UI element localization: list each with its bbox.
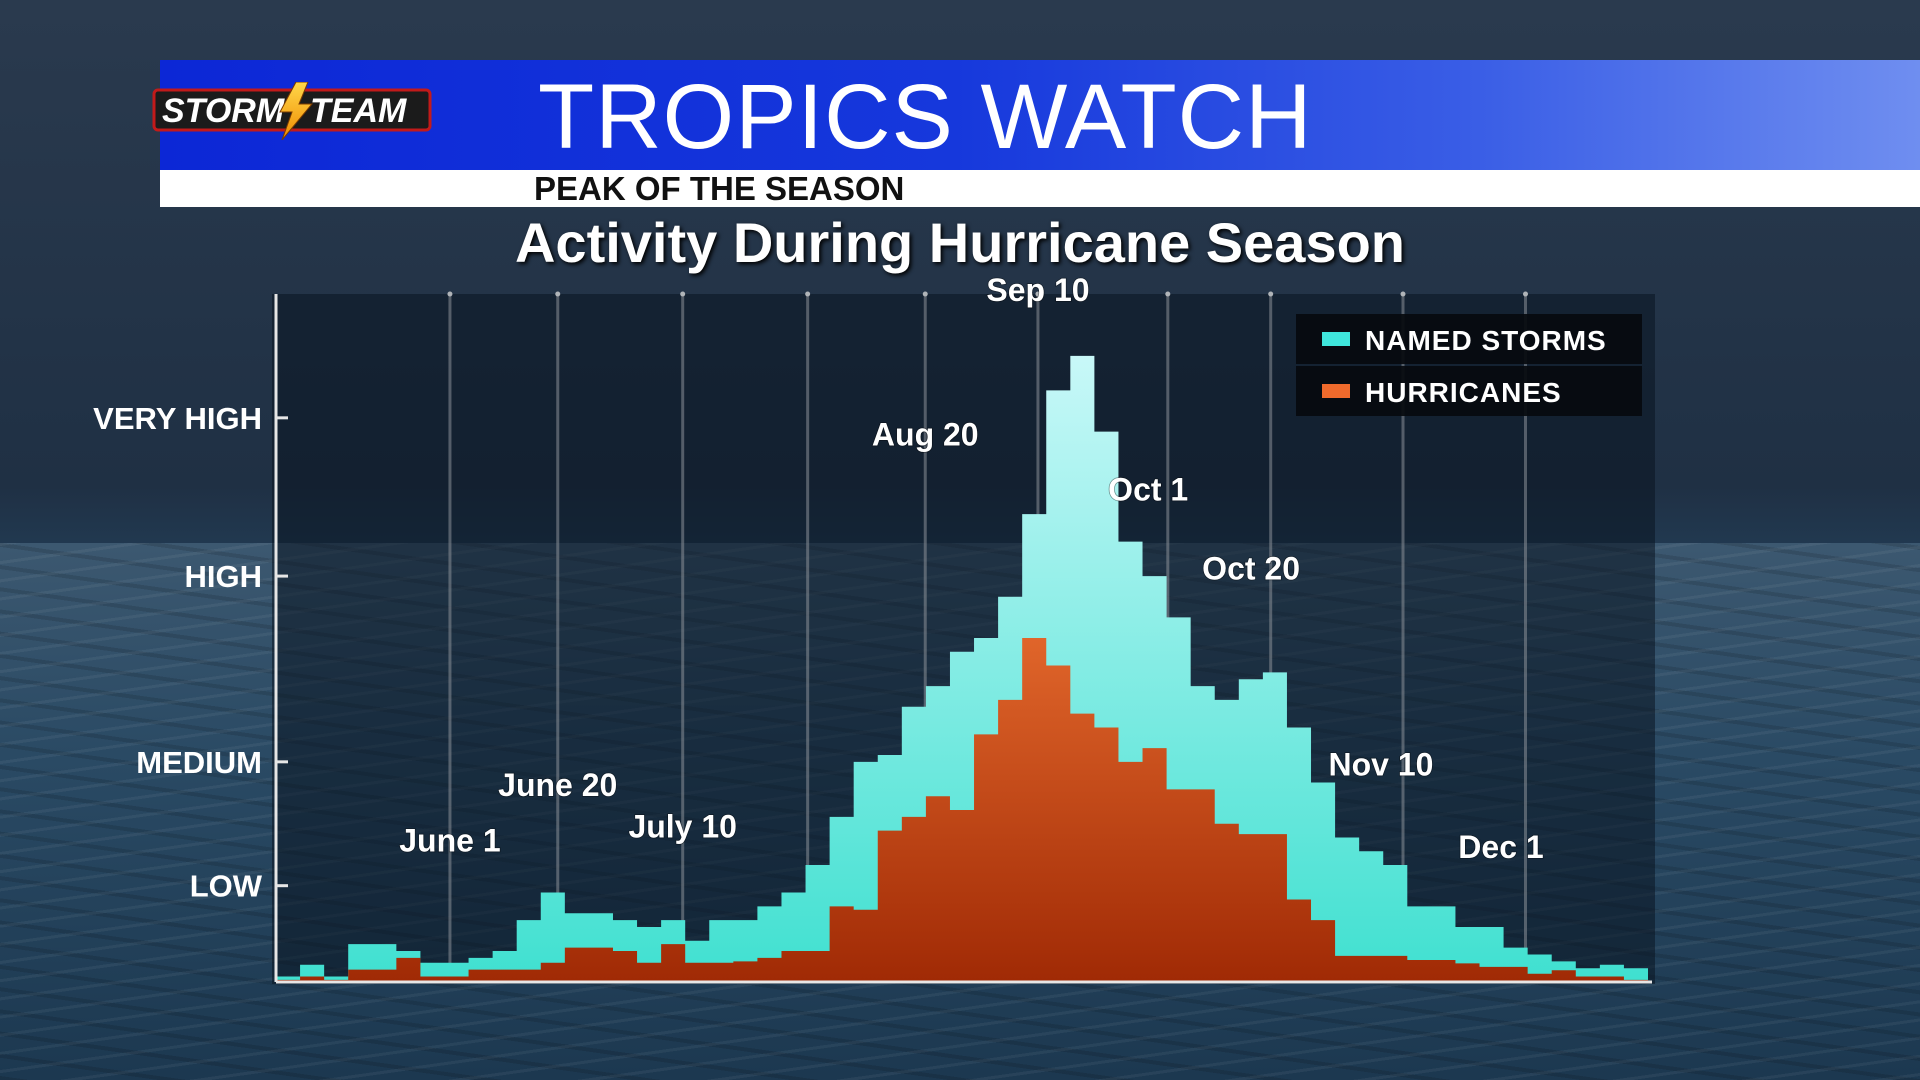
grid-line-cap — [922, 291, 928, 297]
svg-text:TEAM: TEAM — [310, 92, 407, 130]
grid-line-cap — [680, 291, 686, 297]
storm-team-logo: STORM TEAM — [152, 82, 432, 140]
legend-entry — [1296, 366, 1642, 416]
date-label: Dec 1 — [1458, 829, 1543, 865]
legend-swatch — [1322, 384, 1350, 398]
date-label: June 1 — [399, 822, 500, 858]
date-label: Sep 10 — [986, 272, 1089, 308]
page-subtitle: PEAK OF THE SEASON — [534, 170, 905, 207]
subtitle-bar — [160, 170, 1920, 207]
legend-label: NAMED STORMS — [1365, 325, 1607, 356]
date-label: Aug 20 — [872, 416, 979, 452]
page-title: TROPICS WATCH — [538, 66, 1313, 168]
y-tick-label: VERY HIGH — [93, 401, 262, 436]
grid-line-cap — [805, 291, 811, 297]
date-label: June 20 — [498, 767, 617, 803]
hurricanes-area — [276, 638, 1648, 982]
named-storms-area — [276, 355, 1648, 982]
grid-line-cap — [1400, 291, 1406, 297]
legend-label: HURRICANES — [1365, 377, 1562, 408]
y-tick-label: HIGH — [185, 559, 263, 594]
date-label: July 10 — [628, 809, 737, 845]
date-label: Oct 20 — [1202, 551, 1300, 587]
svg-text:STORM: STORM — [162, 92, 285, 130]
grid-line-cap — [555, 291, 561, 297]
legend-swatch — [1322, 332, 1350, 346]
date-label: Oct 1 — [1108, 471, 1188, 507]
grid-line-cap — [1035, 291, 1041, 297]
grid-line-cap — [1165, 291, 1171, 297]
grid-line-cap — [447, 291, 453, 297]
y-tick-label: LOW — [190, 869, 263, 904]
grid-line-cap — [1268, 291, 1274, 297]
chart-title: Activity During Hurricane Season — [514, 211, 1405, 274]
date-label: Nov 10 — [1328, 747, 1433, 783]
grid-line-cap — [1523, 291, 1528, 297]
title-banner — [160, 60, 1920, 170]
y-tick-label: MEDIUM — [136, 745, 262, 780]
legend-entry — [1296, 314, 1642, 364]
